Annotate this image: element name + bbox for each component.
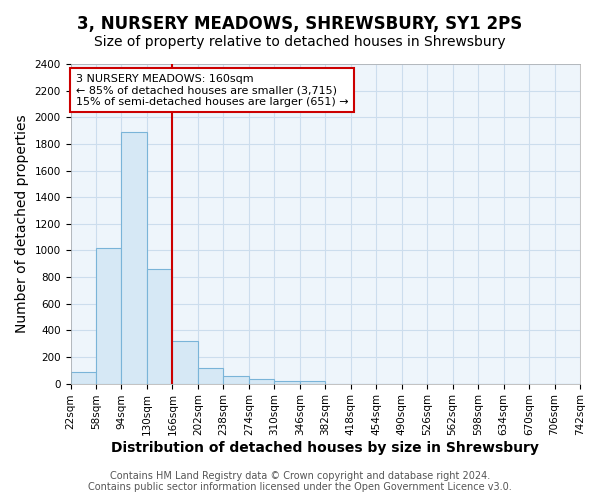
Text: 3, NURSERY MEADOWS, SHREWSBURY, SY1 2PS: 3, NURSERY MEADOWS, SHREWSBURY, SY1 2PS — [77, 15, 523, 33]
Bar — [147, 269, 172, 384]
X-axis label: Distribution of detached houses by size in Shrewsbury: Distribution of detached houses by size … — [112, 441, 539, 455]
Bar — [121, 132, 147, 384]
Bar — [96, 248, 121, 384]
Bar — [249, 379, 274, 384]
Text: Size of property relative to detached houses in Shrewsbury: Size of property relative to detached ho… — [94, 35, 506, 49]
Bar — [300, 381, 325, 384]
Y-axis label: Number of detached properties: Number of detached properties — [15, 114, 29, 333]
Bar — [71, 372, 96, 384]
Bar — [198, 368, 223, 384]
Bar — [172, 341, 198, 384]
Bar — [274, 381, 300, 384]
Bar — [223, 376, 249, 384]
Text: 3 NURSERY MEADOWS: 160sqm
← 85% of detached houses are smaller (3,715)
15% of se: 3 NURSERY MEADOWS: 160sqm ← 85% of detac… — [76, 74, 348, 107]
Text: Contains HM Land Registry data © Crown copyright and database right 2024.
Contai: Contains HM Land Registry data © Crown c… — [88, 471, 512, 492]
